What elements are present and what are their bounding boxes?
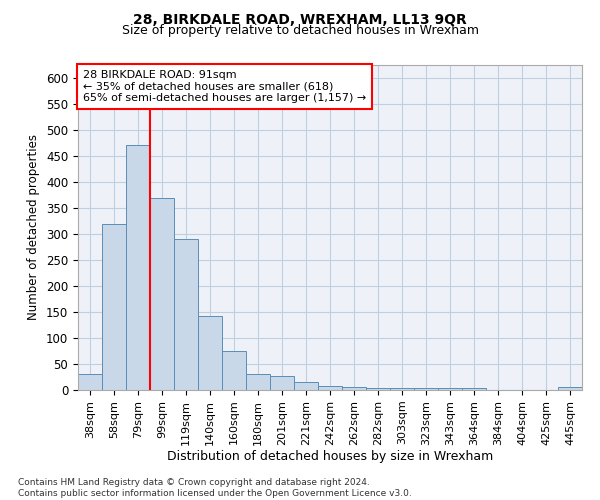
Bar xyxy=(414,388,438,390)
X-axis label: Distribution of detached houses by size in Wrexham: Distribution of detached houses by size … xyxy=(167,450,493,464)
Bar xyxy=(342,388,366,390)
Bar xyxy=(462,388,486,390)
Bar xyxy=(294,382,318,390)
Bar xyxy=(246,374,270,390)
Text: 28, BIRKDALE ROAD, WREXHAM, LL13 9QR: 28, BIRKDALE ROAD, WREXHAM, LL13 9QR xyxy=(133,12,467,26)
Bar xyxy=(174,239,198,390)
Bar xyxy=(102,224,126,390)
Bar xyxy=(390,388,414,390)
Bar xyxy=(558,388,582,390)
Bar xyxy=(126,144,150,390)
Text: Size of property relative to detached houses in Wrexham: Size of property relative to detached ho… xyxy=(121,24,479,37)
Bar xyxy=(198,316,222,390)
Bar xyxy=(270,376,294,390)
Bar xyxy=(318,386,342,390)
Bar xyxy=(438,388,462,390)
Bar xyxy=(366,388,390,390)
Y-axis label: Number of detached properties: Number of detached properties xyxy=(28,134,40,320)
Bar xyxy=(150,198,174,390)
Bar xyxy=(78,374,102,390)
Text: 28 BIRKDALE ROAD: 91sqm
← 35% of detached houses are smaller (618)
65% of semi-d: 28 BIRKDALE ROAD: 91sqm ← 35% of detache… xyxy=(83,70,366,103)
Bar xyxy=(222,351,246,390)
Text: Contains HM Land Registry data © Crown copyright and database right 2024.
Contai: Contains HM Land Registry data © Crown c… xyxy=(18,478,412,498)
